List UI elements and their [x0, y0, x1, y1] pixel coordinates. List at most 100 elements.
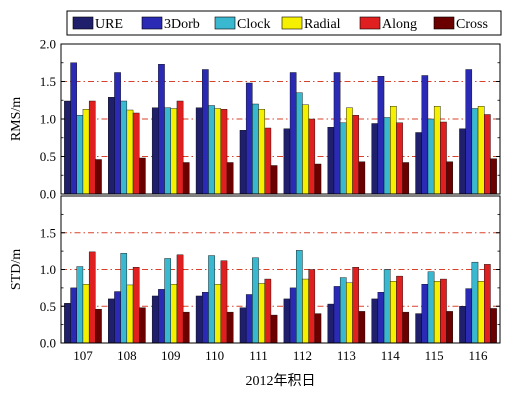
- bar-3dorb-111: [245, 294, 253, 344]
- x-tick-label: 108: [117, 348, 137, 363]
- bar-ure-112: [283, 298, 291, 344]
- legend-label-ure: URE: [95, 17, 123, 32]
- bar-along-113: [352, 115, 359, 195]
- bar-3dorb-109: [158, 289, 165, 344]
- bar-ure-113: [327, 127, 335, 195]
- y-tick-label: 0.0: [40, 187, 56, 202]
- bar-3dorb-115: [421, 75, 429, 195]
- legend-swatch-ure: [72, 16, 94, 30]
- bar-along-116: [484, 264, 491, 344]
- bar-3dorb-114: [377, 292, 385, 344]
- bar-radial-115: [433, 106, 441, 195]
- bar-along-108: [132, 267, 140, 344]
- bar-ure-110: [195, 107, 203, 195]
- bar-ure-112: [283, 128, 291, 195]
- bar-3dorb-114: [377, 76, 385, 195]
- x-tick-label: 111: [249, 348, 268, 363]
- y-tick-label: 0.5: [40, 149, 56, 164]
- bar-ure-107: [64, 100, 71, 195]
- bar-cross-116: [490, 308, 497, 344]
- y-tick-label: 2.0: [40, 37, 56, 52]
- bar-3dorb-110: [202, 69, 209, 195]
- bar-clock-113: [339, 122, 347, 195]
- bar-ure-109: [151, 295, 159, 344]
- bar-clock-111: [252, 257, 259, 344]
- x-tick-label: 113: [337, 348, 356, 363]
- bar-along-110: [220, 260, 228, 344]
- bar-3dorb-115: [421, 284, 429, 344]
- legend-label-along: Along: [382, 17, 417, 32]
- bar-radial-111: [258, 283, 265, 344]
- bar-along-116: [484, 114, 491, 195]
- bar-radial-109: [170, 108, 178, 195]
- bar-3dorb-112: [289, 72, 297, 195]
- bar-along-111: [264, 278, 272, 344]
- panel-2: 0.0 0.5 1.0 1.5 STD/m: [9, 195, 501, 351]
- bar-radial-110: [214, 108, 222, 195]
- bar-cross-113: [358, 161, 366, 195]
- bar-along-115: [440, 278, 447, 344]
- y-tick-label: 1.5: [40, 74, 56, 89]
- bar-clock-109: [164, 107, 171, 195]
- bar-cross-107: [95, 308, 102, 344]
- legend-label-clock: Clock: [237, 17, 270, 32]
- bar-3dorb-111: [245, 82, 253, 195]
- bar-along-109: [176, 254, 184, 344]
- x-tick-label: 110: [205, 348, 224, 363]
- bar-cross-108: [139, 307, 146, 344]
- y-axis-label: STD/m: [9, 249, 24, 290]
- y-tick-label: 1.5: [40, 225, 56, 240]
- bar-ure-111: [239, 307, 247, 344]
- legend-label-3dorb: 3Dorb: [164, 17, 200, 32]
- x-tick-label: 115: [425, 348, 444, 363]
- bar-radial-115: [433, 281, 441, 344]
- y-tick-label: 1.0: [40, 262, 56, 277]
- bar-clock-113: [339, 277, 347, 344]
- x-tick-label: 116: [469, 348, 489, 363]
- bar-radial-107: [82, 109, 90, 195]
- y-axis-label: RMS/m: [9, 97, 24, 141]
- bar-cross-116: [490, 158, 497, 195]
- bar-clock-108: [120, 253, 128, 344]
- legend-label-cross: Cross: [456, 17, 488, 32]
- bar-clock-110: [208, 255, 215, 344]
- bar-clock-112: [296, 92, 303, 195]
- bar-ure-115: [415, 313, 422, 344]
- bar-cross-110: [226, 162, 234, 195]
- bar-along-114: [396, 275, 403, 344]
- bar-3dorb-109: [158, 64, 165, 195]
- x-tick-label: 107: [73, 348, 93, 363]
- legend-label-radial: Radial: [304, 17, 341, 32]
- bar-clock-116: [471, 108, 479, 195]
- bar-3dorb-113: [333, 286, 341, 344]
- panel-1: 0.0 0.5 1.0 1.5 2.0 RMS/m: [9, 37, 501, 202]
- bar-3dorb-112: [289, 287, 297, 344]
- bar-radial-113: [346, 107, 353, 195]
- bar-clock-115: [427, 271, 435, 344]
- bar-clock-108: [120, 100, 128, 195]
- bar-3dorb-107: [70, 287, 77, 344]
- bar-clock-111: [252, 103, 259, 195]
- bar-cross-109: [182, 162, 190, 195]
- bar-along-112: [308, 118, 316, 195]
- legend-swatch-clock: [214, 16, 236, 30]
- x-tick-label: 114: [381, 348, 401, 363]
- bar-cross-111: [270, 165, 278, 195]
- bar-radial-114: [390, 281, 397, 344]
- bar-radial-108: [126, 109, 134, 195]
- legend-swatch-along: [359, 16, 381, 30]
- bar-cross-114: [402, 162, 410, 195]
- bar-ure-113: [327, 303, 335, 344]
- bar-radial-111: [258, 109, 265, 195]
- bar-radial-116: [477, 281, 485, 344]
- bar-along-110: [220, 109, 228, 195]
- bar-clock-114: [383, 117, 391, 195]
- bar-along-107: [88, 251, 96, 344]
- bar-ure-110: [195, 295, 203, 344]
- bar-along-107: [88, 100, 96, 195]
- bar-cross-112: [314, 313, 322, 344]
- y-tick-label: 0.0: [40, 336, 56, 351]
- bar-clock-112: [296, 250, 303, 344]
- bar-clock-114: [383, 269, 391, 344]
